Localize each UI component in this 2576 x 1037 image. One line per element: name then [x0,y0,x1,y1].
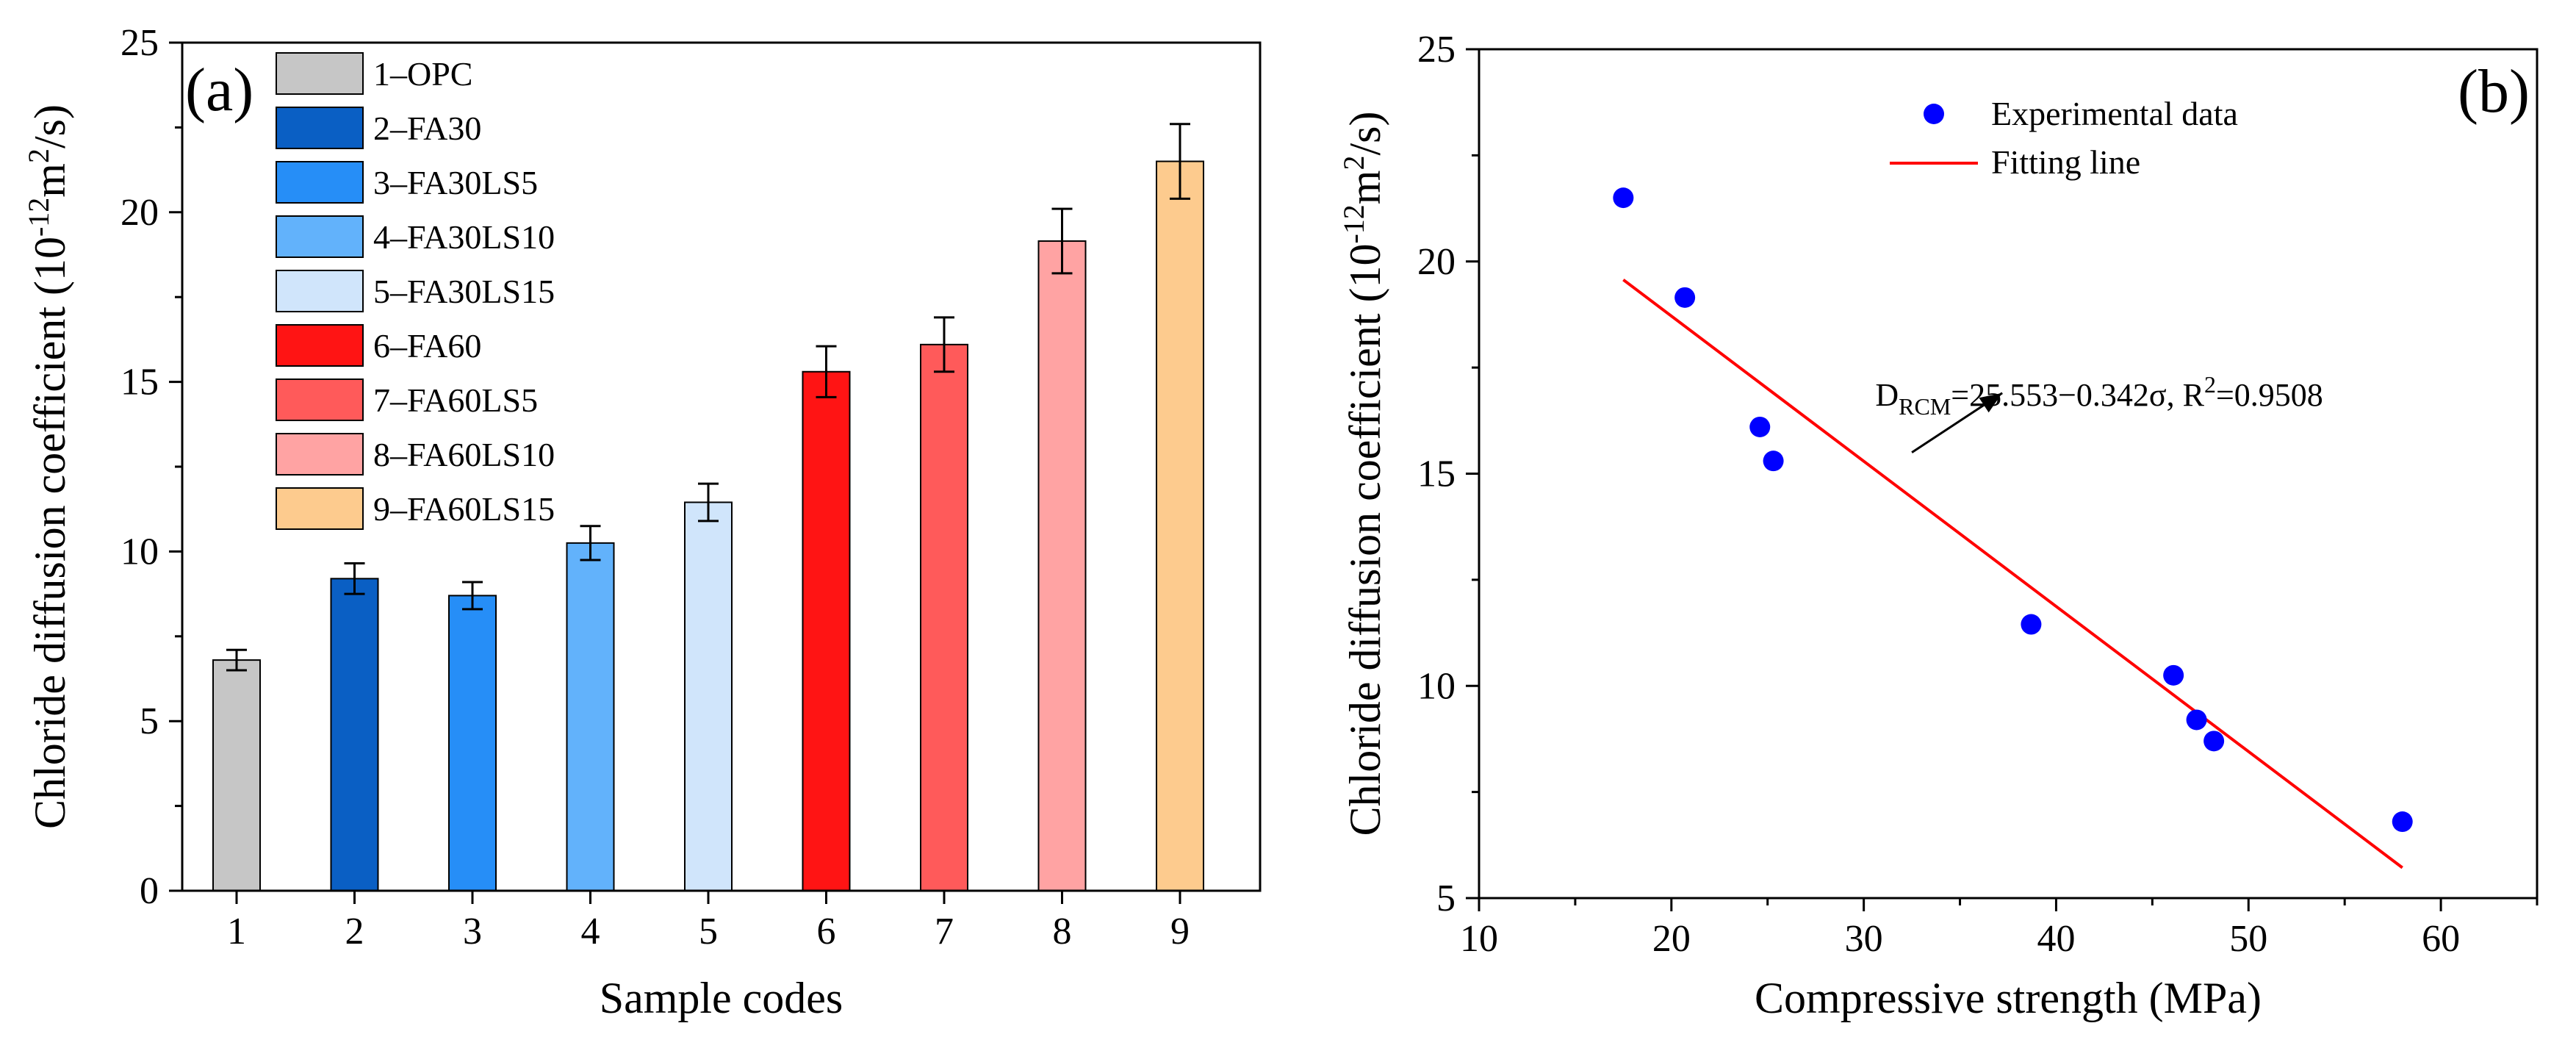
legend-swatch-7 [276,378,364,421]
fit-equation: DRCM=25.553−0.342σ, R2=0.9508 [1875,371,2323,420]
bar-3 [448,595,497,892]
bar-2 [330,578,379,891]
y-tick-label: 20 [1417,241,1456,283]
fit-equation-suffix: =0.9508 [2216,377,2323,413]
y-tick-label: 5 [140,700,159,742]
y-axis-title: Chloride diffusion coefficient (10-12m2/… [1337,112,1389,836]
x-tick-label: 30 [1845,918,1883,960]
x-tick-label: 40 [2037,918,2075,960]
bar-1 [212,659,261,891]
y-tick-label: 15 [1417,453,1456,495]
data-point [2186,709,2207,731]
x-tick-label: 2 [345,911,364,952]
y-tick-label: 5 [1436,878,1456,919]
legend-swatch-6 [276,324,364,367]
data-point [1749,416,1771,437]
x-tick-label: 6 [817,911,836,952]
x-tick-label: 8 [1053,911,1072,952]
x-axis-title: Sample codes [600,974,843,1022]
panel-a-bar-chart: 0 5 10 15 20 25 1 2 3 4 5 6 7 8 9 Sample codes Chloride … [22,22,1262,1022]
bar-9 [1156,160,1204,891]
legend-label: 7–FA60LS5 [373,381,538,419]
bar-8 [1037,240,1087,891]
x-axis-title: Compressive strength (MPa) [1755,974,2262,1022]
legend-label: 4–FA30LS10 [373,218,555,256]
panel-label: (b) [2458,57,2530,126]
legend-swatch-1 [276,52,364,95]
y-axis-title-text: Chloride diffusion coefficient (10 [1341,244,1389,836]
y-tick-label: 0 [140,870,159,912]
y-axis-title-exponent: -12 [1337,204,1370,243]
legend-label: 5–FA30LS15 [373,273,555,310]
y-tick-label: 10 [1417,665,1456,707]
legend-swatch-5 [276,270,364,312]
bar-4 [566,542,615,891]
data-point [1613,187,1634,209]
x-tick-label: 10 [1460,918,1498,960]
legend-swatch-2 [276,107,364,149]
x-tick-label: 4 [581,911,600,952]
y-tick-label: 20 [120,192,159,234]
y-axis-title-text: Chloride diffusion coefficient (10 [26,237,74,829]
data-point [1763,451,1784,472]
annotation-arrow-head [1979,392,2003,413]
y-axis-title-unit: m [26,163,74,198]
y-axis-title-unit: m [1341,171,1389,205]
fit-line [1622,279,2403,869]
data-point [1674,287,1696,308]
y-axis-title-exponent-2: 2 [1337,156,1370,171]
legend-swatch-8 [276,433,364,476]
legend-label-fit: Fitting line [1991,143,2140,181]
fit-equation-superscript: 2 [2204,371,2216,398]
legend-label-experimental: Experimental data [1991,95,2238,132]
x-tick-label: 3 [463,911,482,952]
legend-label: 8–FA60LS10 [373,436,555,473]
legend-swatch-9 [276,487,364,530]
y-tick-label: 15 [120,362,159,403]
fit-equation-body: =25.553−0.342σ, R [1951,377,2204,413]
y-axis-title: Chloride diffusion coefficient (10-12m2/… [22,104,74,829]
y-axis-title-end: /s) [1341,112,1389,156]
y-tick-label: 25 [1417,29,1456,71]
y-tick-label: 25 [120,22,159,64]
panel-b-scatter-chart: 10 20 30 40 50 60510152025DRCM=25.553−0.342σ,… [1337,29,2539,1022]
legend-swatch-4 [276,215,364,258]
bar-7 [920,343,968,892]
x-tick-label: 9 [1170,911,1190,952]
panel-label: (a) [185,56,253,124]
legend-label: 6–FA60 [373,327,481,365]
data-point [2163,664,2184,686]
legend-label: 3–FA30LS5 [373,164,538,201]
legend-swatch-3 [276,161,364,204]
bar-6 [802,370,851,891]
legend-marker-experimental [1924,104,1944,124]
x-tick-label: 5 [699,911,718,952]
x-tick-label: 60 [2422,918,2460,960]
legend-label: 9–FA60LS15 [373,490,555,528]
fit-equation-prefix: D [1875,377,1899,413]
data-point [2203,731,2225,752]
x-tick-label: 20 [1652,918,1691,960]
y-tick-label: 10 [120,531,159,573]
y-axis-title-end: /s) [26,104,74,148]
y-axis-title-exponent-2: 2 [22,148,55,163]
bar-5 [684,501,733,891]
data-point [2392,811,2413,833]
legend-label: 1–OPC [373,55,472,93]
legend-label: 2–FA30 [373,110,481,147]
y-axis-title-exponent: -12 [22,198,55,237]
x-tick-label: 50 [2229,918,2267,960]
x-tick-label: 1 [227,911,246,952]
data-point [2021,614,2042,635]
x-tick-label: 7 [935,911,954,952]
fit-equation-subscript: RCM [1899,393,1951,420]
